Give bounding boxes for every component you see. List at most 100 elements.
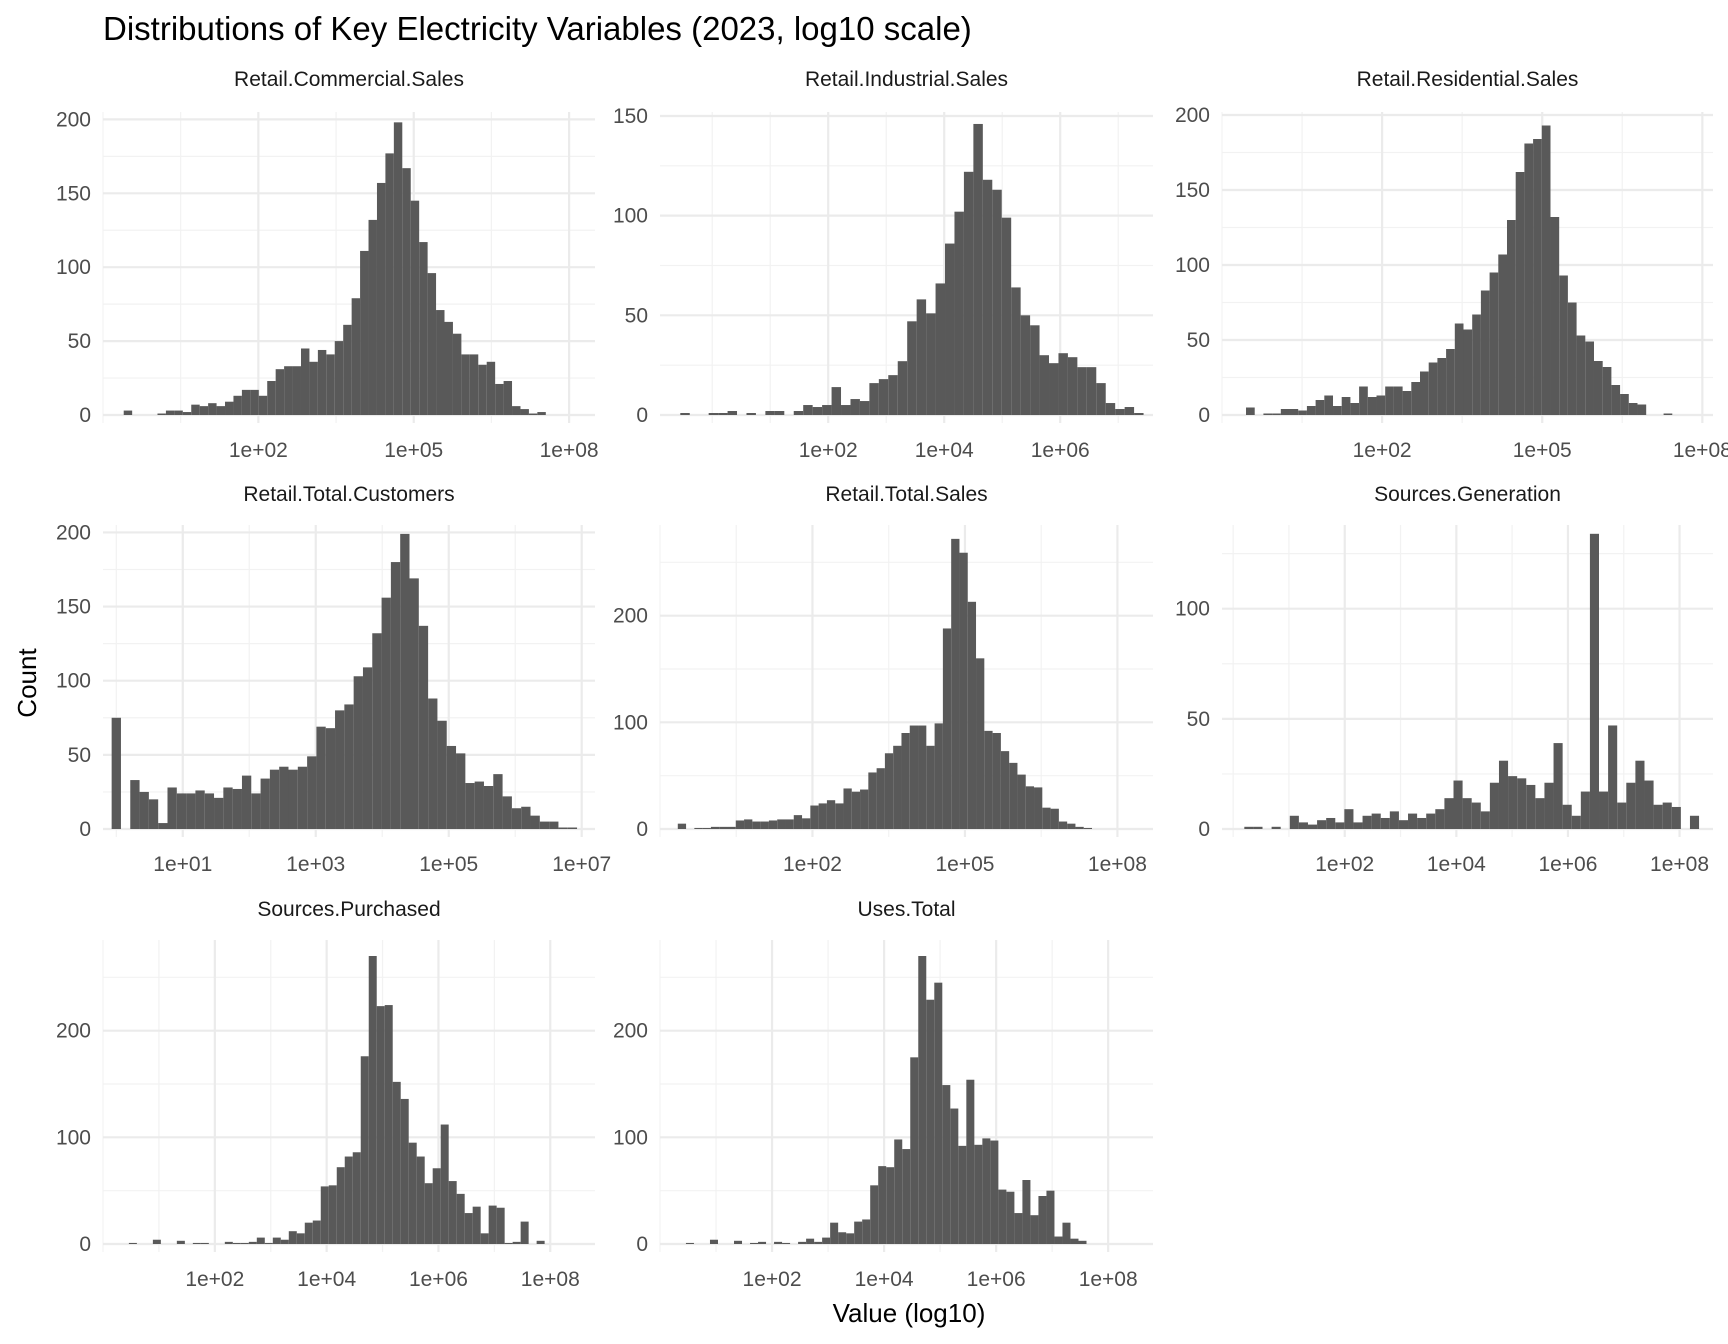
histogram-bar — [958, 1145, 967, 1244]
histogram-bar — [334, 341, 344, 415]
histogram-bar — [1050, 808, 1059, 829]
x-tick-label: 1e+05 — [935, 853, 994, 876]
histogram-bar — [1508, 776, 1518, 829]
histogram-bar — [945, 243, 955, 415]
x-tick-label: 1e+02 — [185, 1268, 244, 1291]
histogram-bar — [275, 369, 285, 415]
histogram-bar — [1553, 743, 1563, 829]
histogram-bar — [926, 745, 935, 829]
histogram-bar — [539, 821, 550, 829]
histogram-bar — [1075, 826, 1084, 829]
y-axis-title: Count — [12, 648, 42, 718]
histogram-bar — [685, 1242, 694, 1244]
histogram-bar — [549, 821, 559, 829]
histogram-bar — [1617, 802, 1627, 829]
histogram-bar — [750, 1242, 759, 1244]
histogram-bar — [195, 790, 205, 829]
histogram-bar — [520, 409, 529, 415]
histogram-bar — [176, 1240, 185, 1244]
histogram-bar — [456, 753, 466, 829]
histogram-bar — [464, 1213, 473, 1244]
histogram-bar — [478, 364, 487, 415]
histogram-bar — [1253, 826, 1263, 829]
histogram-bar — [376, 1006, 385, 1244]
histogram-bar — [424, 1183, 433, 1244]
histogram-bar — [390, 562, 401, 829]
histogram-bar — [862, 1219, 871, 1244]
histogram-bar — [818, 803, 827, 829]
histogram-bar — [512, 406, 521, 415]
histogram-bar — [926, 999, 935, 1244]
histogram-bar — [1437, 358, 1447, 415]
y-tick-label: 100 — [1175, 598, 1210, 621]
facet-strip-label: Retail.Total.Customers — [243, 483, 454, 506]
histogram-bar — [1567, 302, 1577, 415]
histogram-bar — [123, 410, 133, 415]
histogram-bar — [1025, 786, 1035, 829]
histogram-bar — [456, 1193, 465, 1244]
histogram-bar — [1271, 826, 1281, 829]
histogram-bar — [1472, 314, 1481, 415]
histogram-bar — [446, 745, 457, 829]
y-tick-label: 100 — [613, 205, 648, 228]
histogram-bar — [990, 1140, 999, 1244]
histogram-bar — [992, 189, 1002, 415]
histogram-bar — [1599, 791, 1609, 829]
histogram-bar — [444, 321, 453, 415]
x-tick-label: 1e+04 — [297, 1268, 356, 1291]
histogram-bar — [1344, 809, 1354, 829]
histogram-bar — [793, 815, 803, 829]
histogram-bar — [1371, 813, 1381, 829]
histogram-bar — [942, 1085, 951, 1244]
histogram-bar — [1480, 811, 1490, 829]
histogram-bar — [418, 625, 429, 829]
histogram-bar — [694, 827, 703, 829]
histogram-bar — [488, 1205, 497, 1244]
histogram-bar — [264, 1242, 273, 1244]
histogram-bar — [752, 821, 761, 829]
histogram-bar — [288, 769, 298, 829]
y-tick-label: 50 — [1187, 329, 1210, 352]
x-tick-label: 1e+02 — [229, 439, 288, 462]
histogram-bar — [216, 406, 226, 415]
histogram-bar — [760, 821, 769, 829]
histogram-bar — [1020, 315, 1031, 415]
x-tick-label: 1e+05 — [419, 853, 478, 876]
y-tick-label: 150 — [56, 182, 91, 205]
histogram-bar — [1030, 325, 1040, 415]
histogram-bar — [225, 401, 234, 415]
histogram-bar — [1489, 272, 1499, 415]
histogram-bar — [1086, 367, 1097, 415]
y-tick-label: 50 — [1187, 708, 1210, 731]
histogram-bar — [409, 578, 419, 829]
histogram-bar — [902, 1149, 911, 1244]
histogram-bar — [1626, 782, 1636, 829]
histogram-bar — [901, 733, 910, 829]
histogram-bar — [926, 313, 936, 415]
histogram-bar — [843, 788, 852, 829]
histogram-bar — [279, 766, 289, 829]
y-tick-label: 0 — [79, 404, 91, 427]
histogram-bar — [1533, 139, 1542, 415]
histogram-bar — [935, 283, 946, 415]
histogram-bar — [1689, 815, 1700, 829]
histogram-bar — [1444, 798, 1454, 829]
histogram-bar — [504, 1242, 513, 1244]
histogram-bar — [267, 381, 276, 415]
facet-strip-label: Retail.Commercial.Sales — [234, 68, 464, 91]
histogram-bar — [469, 354, 479, 415]
facet-panel: Retail.Total.Sales 0 100 200 1e+02 1e+05 1e+08 — [613, 483, 1153, 876]
histogram-bar — [521, 806, 531, 829]
chart-title: Distributions of Key Electricity Variabl… — [103, 10, 972, 47]
histogram-bar — [868, 772, 877, 829]
histogram-bar — [1017, 774, 1026, 829]
histogram-bar — [1435, 809, 1445, 829]
histogram-bar — [1022, 1180, 1031, 1244]
histogram-bar — [1611, 385, 1621, 415]
histogram-bar — [774, 411, 785, 415]
histogram-bar — [351, 298, 361, 415]
histogram-bar — [233, 395, 242, 415]
histogram-bar — [392, 1081, 401, 1244]
histogram-bar — [312, 1220, 321, 1244]
histogram-bar — [320, 1186, 329, 1244]
